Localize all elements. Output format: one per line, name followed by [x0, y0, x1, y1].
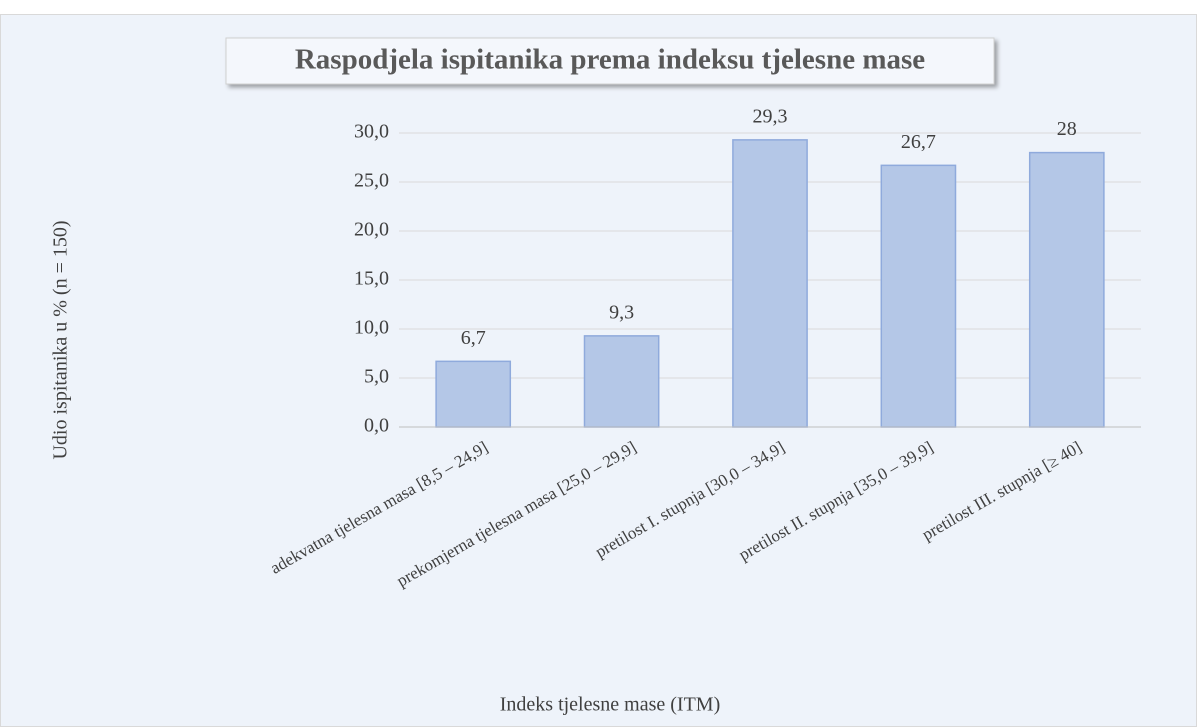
value-label: 6,7 [461, 327, 486, 349]
value-label: 26,7 [901, 131, 936, 153]
y-tick-label: 5,0 [364, 366, 389, 388]
value-label: 29,3 [753, 105, 788, 127]
value-label: 9,3 [609, 301, 634, 323]
bar [583, 335, 660, 428]
chart-title: Raspodjela ispitanika prema indeksu tjel… [295, 44, 925, 76]
y-tick-label: 25,0 [354, 170, 389, 192]
y-tick-label: 15,0 [354, 268, 389, 290]
y-tick-label: 10,0 [354, 317, 389, 339]
y-tick-label: 0,0 [364, 415, 389, 437]
x-axis-label: Indeks tjelesne mase (ITM) [500, 694, 720, 716]
bar [880, 164, 957, 428]
y-axis-label: Udio ispitanika u % (n = 150) [50, 220, 72, 459]
bar [732, 139, 808, 428]
bar [1028, 151, 1105, 428]
value-label: 28 [1057, 118, 1077, 140]
y-tick-label: 30,0 [354, 121, 389, 143]
title-box [225, 37, 995, 85]
y-tick-label: 20,0 [354, 219, 389, 241]
bar [435, 360, 512, 428]
